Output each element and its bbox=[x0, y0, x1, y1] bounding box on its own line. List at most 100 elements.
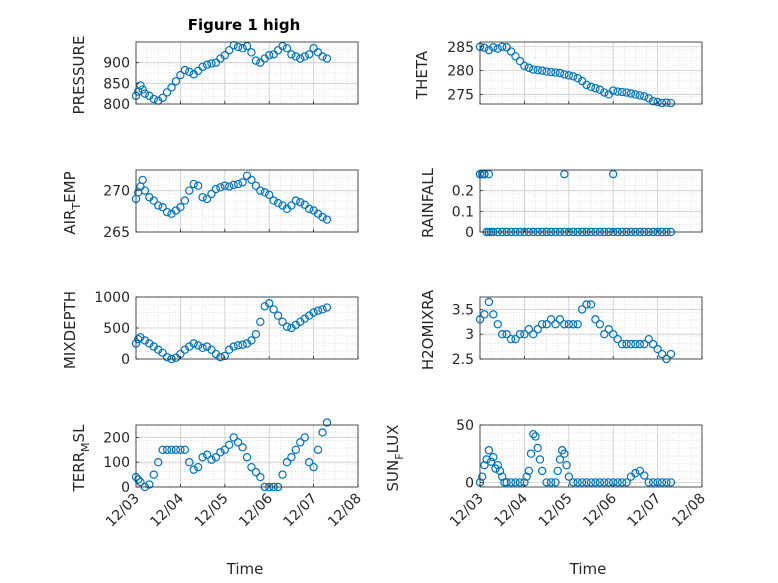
data-point bbox=[296, 54, 305, 63]
data-point bbox=[207, 455, 216, 464]
data-point bbox=[251, 56, 261, 65]
data-point bbox=[158, 348, 167, 357]
data-point bbox=[189, 339, 198, 348]
data-point bbox=[322, 215, 332, 224]
data-point bbox=[631, 469, 640, 478]
axes-pressure: 800 850 900 bbox=[103, 41, 359, 113]
data-point bbox=[644, 94, 653, 103]
data-point bbox=[582, 478, 591, 487]
data-point bbox=[202, 60, 212, 69]
data-point bbox=[138, 175, 147, 185]
data-point bbox=[577, 478, 587, 487]
data-point bbox=[313, 48, 323, 57]
data-point bbox=[265, 190, 274, 199]
data-point bbox=[318, 212, 327, 222]
data-point bbox=[138, 85, 147, 94]
axes-box bbox=[135, 169, 359, 233]
data-point bbox=[207, 345, 216, 354]
data-point bbox=[502, 43, 511, 52]
data-point bbox=[569, 72, 578, 81]
data-point bbox=[609, 330, 618, 339]
data-point bbox=[189, 179, 198, 189]
data-point bbox=[322, 303, 332, 312]
data-point bbox=[247, 48, 256, 57]
data-point bbox=[318, 52, 327, 61]
data-point bbox=[162, 88, 172, 97]
data-point bbox=[136, 477, 145, 487]
data-point bbox=[211, 58, 221, 67]
data-point bbox=[220, 445, 229, 454]
data-point bbox=[242, 171, 252, 180]
data-point bbox=[149, 94, 158, 104]
data-point bbox=[631, 339, 640, 349]
data-point bbox=[653, 344, 662, 354]
data-point bbox=[609, 169, 618, 179]
data-point bbox=[167, 83, 176, 92]
data-point bbox=[653, 97, 662, 107]
data-point bbox=[269, 305, 278, 314]
data-point bbox=[251, 181, 261, 190]
data-point bbox=[489, 310, 498, 319]
data-point bbox=[631, 90, 640, 99]
data-point bbox=[256, 472, 265, 482]
data-point bbox=[555, 68, 565, 78]
data-point bbox=[569, 320, 578, 329]
data-point bbox=[666, 478, 676, 487]
data-point bbox=[533, 325, 542, 334]
data-point bbox=[478, 472, 487, 481]
data-point bbox=[140, 89, 150, 98]
y-tick-label: 280 bbox=[447, 64, 474, 80]
data-point bbox=[484, 45, 494, 55]
data-point bbox=[489, 452, 498, 462]
data-point bbox=[493, 320, 502, 329]
axes-h2omixra: 2.5 3 3.5 bbox=[452, 296, 703, 368]
data-point bbox=[613, 334, 622, 344]
data-point bbox=[555, 315, 565, 324]
data-point bbox=[322, 418, 332, 427]
data-point bbox=[309, 308, 318, 317]
data-point bbox=[486, 457, 496, 466]
data-point bbox=[291, 196, 301, 205]
data-point bbox=[167, 445, 176, 454]
data-point bbox=[247, 175, 256, 185]
data-point bbox=[220, 181, 229, 190]
data-point bbox=[498, 42, 507, 51]
data-point bbox=[553, 466, 562, 476]
y-tick-label: 0 bbox=[121, 352, 130, 368]
data-point bbox=[666, 98, 676, 108]
data-point bbox=[604, 325, 613, 334]
figure-title: Figure 1 high bbox=[188, 16, 301, 34]
data-point bbox=[242, 453, 252, 462]
data-point bbox=[225, 46, 234, 55]
data-point bbox=[551, 68, 560, 77]
y-tick-label: 200 bbox=[103, 430, 130, 446]
data-point bbox=[595, 320, 605, 329]
data-point bbox=[626, 89, 636, 98]
ylabel-theta: THETA bbox=[413, 50, 431, 100]
data-point bbox=[260, 188, 269, 197]
data-point bbox=[564, 320, 574, 329]
data-point bbox=[322, 54, 332, 63]
data-point bbox=[229, 180, 238, 190]
data-point bbox=[233, 42, 243, 52]
data-point bbox=[287, 50, 296, 59]
data-point bbox=[484, 297, 494, 307]
y-tick-label: 285 bbox=[447, 40, 474, 56]
data-point bbox=[180, 196, 190, 205]
data-point bbox=[185, 67, 194, 76]
data-point bbox=[564, 472, 574, 481]
data-point bbox=[640, 92, 649, 101]
data-point bbox=[158, 93, 167, 103]
data-point bbox=[600, 88, 609, 97]
data-point bbox=[586, 478, 596, 487]
data-point bbox=[256, 186, 265, 195]
data-point bbox=[529, 429, 538, 439]
data-point bbox=[207, 59, 216, 68]
data-point bbox=[537, 466, 547, 476]
data-point bbox=[609, 86, 618, 95]
data-point bbox=[189, 465, 198, 474]
data-point bbox=[595, 478, 605, 487]
data-point bbox=[506, 334, 516, 344]
ylabel-pressure: PRESSURE bbox=[70, 36, 88, 115]
y-tick-label: 850 bbox=[103, 76, 130, 92]
